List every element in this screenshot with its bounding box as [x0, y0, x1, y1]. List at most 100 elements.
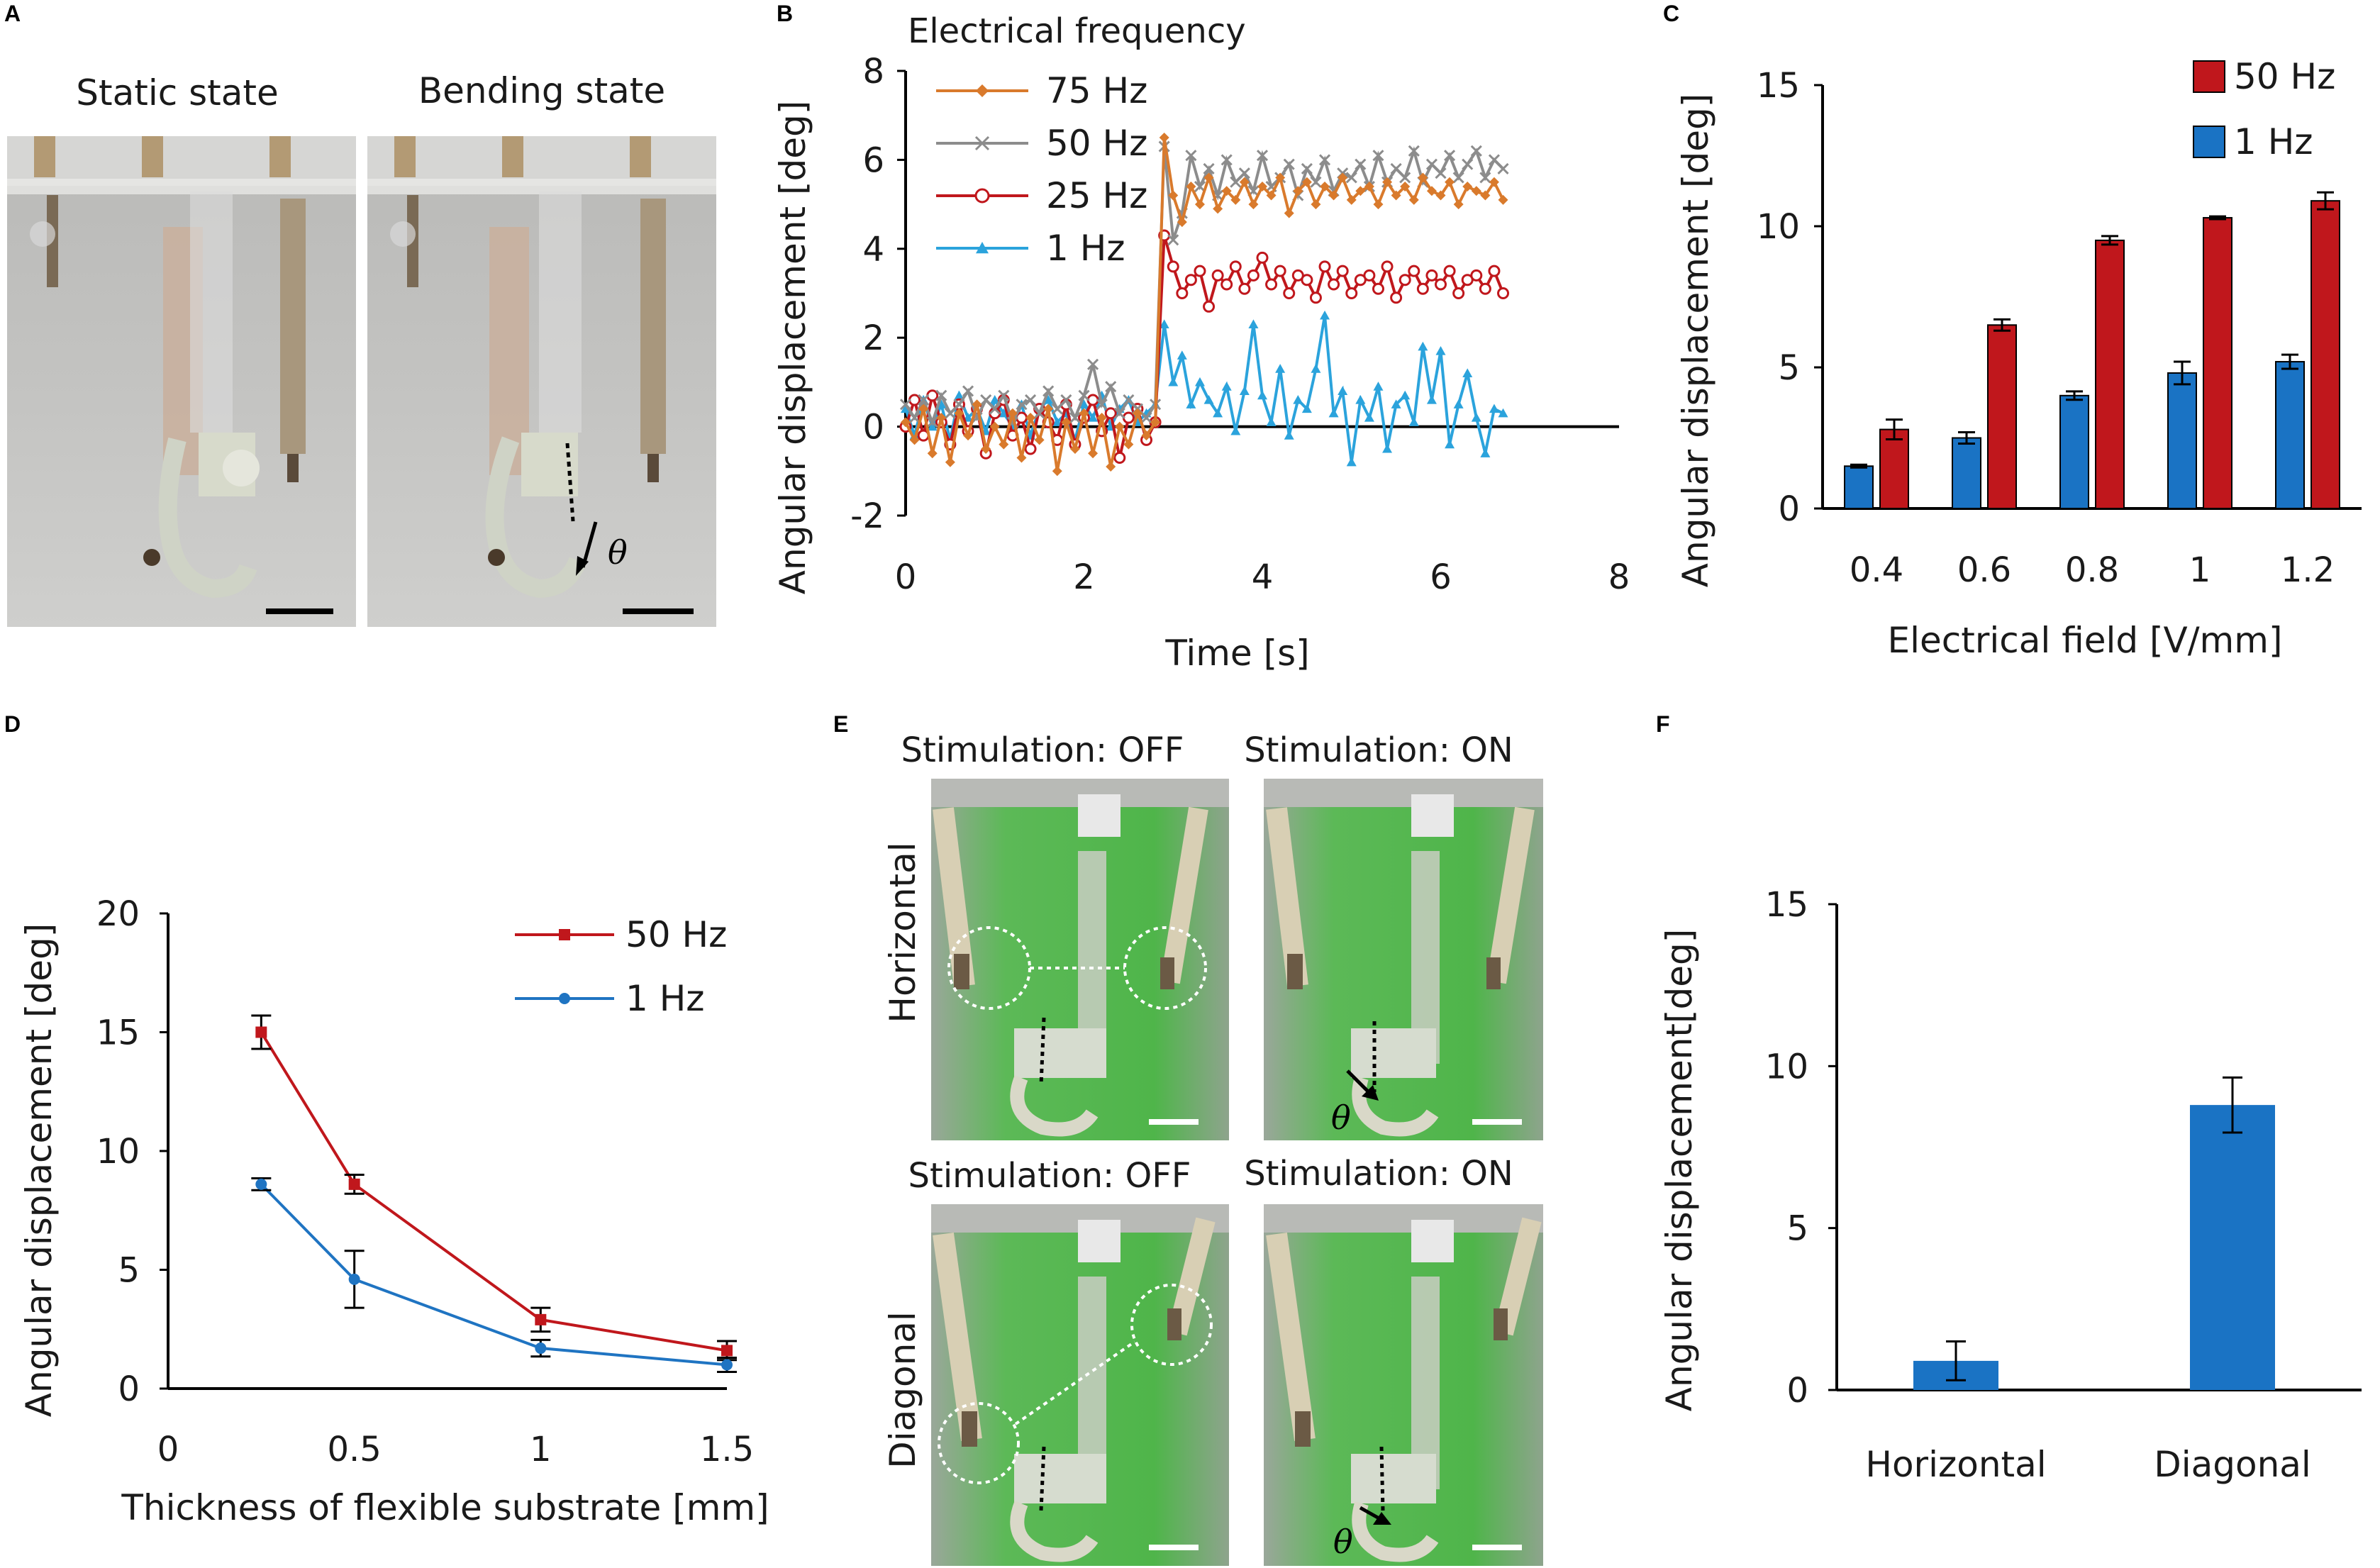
error-bar [2281, 353, 2298, 370]
panel-e: E Stimulation: OFF Stimulation: ON Stimu… [833, 711, 1543, 1566]
x-tick-label: 0 [157, 1430, 179, 1469]
y-tick-label: 5 [118, 1251, 140, 1291]
bar [2059, 394, 2089, 509]
bar [1952, 437, 1981, 509]
data-point [1444, 150, 1456, 162]
series-1-hz [251, 1177, 737, 1374]
data-point [1106, 462, 1116, 472]
data-point [1479, 172, 1491, 184]
data-point [1416, 282, 1429, 295]
data-point-stroke-b [1060, 394, 1072, 406]
data-point [1328, 278, 1340, 291]
y-tick-label: 2 [862, 318, 884, 358]
data-point-stroke-b [1185, 150, 1197, 162]
data-point [1310, 176, 1322, 188]
top-left-title: Stimulation: OFF [901, 730, 1184, 770]
bar [1987, 324, 2017, 509]
data-point [1346, 194, 1357, 205]
data-point [1489, 177, 1499, 187]
data-point [1159, 319, 1169, 328]
legend-label: 50 Hz [625, 914, 727, 955]
legend-swatch [2193, 126, 2225, 158]
x-tick-label: Diagonal [2154, 1444, 2311, 1485]
data-point [1336, 265, 1349, 277]
data-point-stroke-b [1024, 394, 1037, 406]
data-point-stroke-b [1408, 145, 1420, 157]
data-point [1293, 186, 1303, 196]
bar [2275, 361, 2305, 510]
data-point-stroke-b [1105, 381, 1117, 393]
data-point [1221, 382, 1232, 391]
legend-marker-stroke-b [974, 135, 990, 151]
data-point [1345, 172, 1357, 184]
data-point [1186, 182, 1196, 192]
data-point [535, 1313, 547, 1325]
x-tick-label: 1 [2189, 550, 2211, 590]
data-point [1274, 265, 1286, 277]
data-point [1266, 417, 1277, 426]
data-point [981, 443, 991, 454]
error-bar [2174, 360, 2191, 386]
data-point [1176, 287, 1189, 299]
data-point-stroke-b [1479, 172, 1491, 184]
series-50-hz [251, 1014, 737, 1362]
data-point [1390, 162, 1402, 175]
data-point [1238, 167, 1250, 179]
x-tick-label: 4 [1252, 557, 1274, 597]
data-point [954, 408, 964, 418]
error-bar [2317, 191, 2334, 211]
data-point-stroke-b [1256, 150, 1269, 162]
data-point-stroke-b [1016, 399, 1028, 411]
scale-bar [623, 608, 694, 614]
x-axis-label: Electrical field [V/mm] [1888, 620, 2283, 661]
data-point [1318, 260, 1331, 273]
data-point [901, 417, 911, 428]
panel-letter-b: B [777, 1, 793, 26]
data-point-stroke-b [1435, 167, 1447, 179]
legend-label: 25 Hz [1046, 175, 1147, 216]
x-tick-label: 0.5 [327, 1430, 381, 1469]
data-point [972, 399, 982, 410]
legend-label: 1 Hz [625, 978, 705, 1019]
x-tick-label: 2 [1073, 557, 1095, 597]
data-point [1257, 390, 1267, 400]
data-point [954, 390, 964, 400]
data-point [1213, 204, 1223, 214]
data-point [1381, 260, 1394, 273]
series-line [260, 1183, 728, 1367]
data-point-stroke-b [1372, 150, 1384, 162]
data-point [1113, 407, 1125, 419]
data-point [1355, 158, 1367, 170]
data-point-stroke-b [1238, 167, 1250, 179]
data-point [1488, 265, 1501, 277]
y-tick-label: 15 [1757, 66, 1800, 106]
legend-entry: 1 Hz [936, 228, 1125, 269]
data-point [1382, 177, 1393, 187]
y-tick-label: 15 [96, 1013, 140, 1053]
chart-b: B Electrical frequency Angular displacem… [772, 1, 1630, 674]
data-point [1320, 310, 1330, 320]
legend-entry: 25 Hz [936, 175, 1147, 216]
data-point-stroke-b [1318, 154, 1331, 166]
data-point-stroke-b [962, 385, 974, 397]
data-point [1452, 287, 1465, 299]
data-point [1462, 158, 1474, 170]
data-point [1479, 282, 1491, 295]
legend-label: 75 Hz [1046, 70, 1147, 111]
data-point [1400, 390, 1411, 400]
data-point [1445, 177, 1455, 187]
data-point-stroke-b [1230, 176, 1242, 188]
chart-c: C Angular displacement [deg] Electrical … [1663, 1, 2362, 661]
data-point [1471, 413, 1481, 422]
data-point [1024, 394, 1037, 406]
y-axis-label: Angular displacement [deg] [1675, 94, 1716, 587]
data-point [918, 394, 930, 406]
error-bar [2223, 1076, 2242, 1134]
data-point [255, 1178, 267, 1190]
data-point [1043, 404, 1054, 414]
data-point [1275, 364, 1286, 373]
data-point [1221, 186, 1232, 196]
data-point [1425, 158, 1438, 170]
data-point [926, 416, 938, 428]
